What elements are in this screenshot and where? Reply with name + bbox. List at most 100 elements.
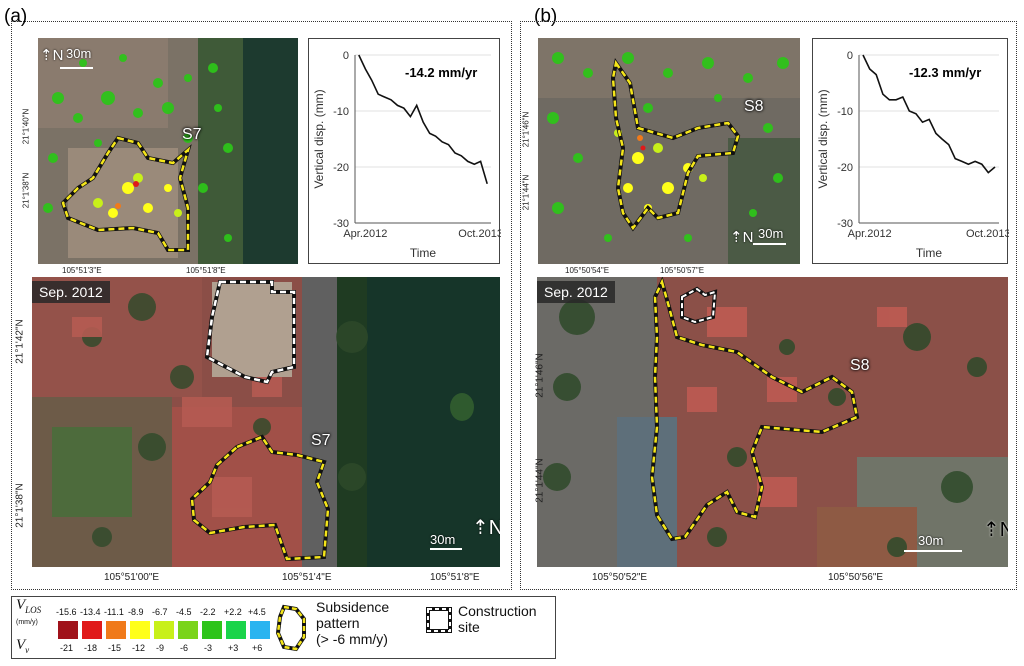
legend-vv-value: -21 [60, 643, 74, 653]
panel-b-scale: 30m [918, 533, 944, 548]
legend-los-value: +4.5 [248, 607, 266, 617]
legend-vlos-v: V [16, 597, 26, 613]
chart-title: -12.3 mm/yr [909, 65, 981, 80]
panel-b-top-lat2: 21°1'44"N [521, 174, 531, 211]
panel-b-ps-map: S8 30m ⇡N [538, 38, 800, 264]
legend-color-swatch [58, 621, 78, 639]
construction-site-icon [426, 607, 452, 633]
legend-vv-value: -9 [156, 643, 165, 653]
panel-a-lat2: 21°1'38"N [14, 483, 26, 528]
legend-color-swatch [178, 621, 198, 639]
chart-y-tick: -20 [837, 162, 853, 174]
chart-y-tick: 0 [847, 50, 853, 62]
legend-color-swatch [130, 621, 150, 639]
panel-a-north-arrow: ⇡N [472, 517, 500, 539]
legend-color-swatch [250, 621, 270, 639]
legend: VLOS (mm/y) Vv -15.6 -21 -13.4 -18 -11.1 -15-… [11, 596, 556, 659]
legend-vlos-sub: LOS [25, 605, 42, 615]
panel-b-frame [520, 21, 1017, 590]
legend-los-value: +2.2 [224, 607, 242, 617]
panel-a-frame [11, 21, 512, 590]
panel-a-top-lon2: 105°51'8"E [186, 266, 226, 275]
panel-a-chart: 0 -10 -20 -30 Apr.2012 Oct.2013 -14.2 mm/yr Tim… [308, 38, 503, 264]
legend-unit: (mm/y) [16, 619, 38, 626]
legend-vv-v: V [16, 637, 26, 653]
legend-subsidence-line1: Subsidence [316, 599, 390, 615]
legend-los-value: -15.6 [56, 607, 77, 617]
panel-b-satellite-map: Sep. 2012 S8 30m ⇡N [537, 277, 1008, 567]
legend-color-swatch [226, 621, 246, 639]
panel-a-top-site-label: S7 [182, 126, 202, 143]
panel-b-lon2: 105°50'56"E [828, 572, 884, 583]
chart-y-tick: -10 [333, 106, 349, 118]
panel-b-top-lon2: 105°50'57"E [660, 266, 705, 275]
legend-los-value: -13.4 [80, 607, 101, 617]
panel-a-top-scale: 30m [66, 46, 92, 61]
chart-x-tick: Oct.2013 [966, 228, 1009, 240]
legend-los-value: -11.1 [104, 607, 124, 617]
chart-x-tick: Oct.2013 [458, 228, 501, 240]
legend-subsidence-label: Subsidence pattern (> -6 mm/y) [316, 599, 389, 647]
panel-b-lat2: 21°1'44"N [534, 458, 546, 503]
legend-subsidence-line2: pattern [316, 615, 360, 631]
legend-vlos-symbol: VLOS [16, 597, 41, 615]
panel-a-top-lon1: 105°51'3"E [62, 266, 102, 275]
subsidence-pattern-icon [275, 604, 306, 652]
panel-b-top-site-label: S8 [744, 98, 764, 115]
legend-vv-symbol: Vv [16, 637, 29, 655]
panel-a-lon3: 105°51'8"E [430, 572, 480, 583]
legend-vv-value: -3 [204, 643, 213, 653]
panel-a-satellite-map: Sep. 2012 S7 30m ⇡N [32, 277, 500, 567]
panel-a-ps-map: 30m ⇡N S7 [38, 38, 298, 264]
legend-construction-label: Construction site [458, 603, 537, 635]
panel-a-lon1: 105°51'00"E [104, 572, 160, 583]
panel-b-site-label: S8 [850, 357, 870, 374]
chart-y-tick: -30 [333, 218, 349, 230]
legend-color-swatch [154, 621, 174, 639]
legend-los-value: -2.2 [200, 607, 216, 617]
legend-vv-value: -12 [132, 643, 146, 653]
legend-vv-value: -15 [108, 643, 122, 653]
legend-los-value: -6.7 [152, 607, 168, 617]
legend-subsidence-line3: (> -6 mm/y) [316, 631, 388, 647]
chart-series-line [862, 54, 996, 174]
chart-x-tick: Apr.2012 [848, 228, 892, 240]
legend-color-swatch [106, 621, 126, 639]
legend-color-swatch [82, 621, 102, 639]
chart-xlabel: Time [916, 246, 943, 260]
chart-series-line [358, 54, 488, 185]
panel-a-top-lat2: 21°1'38"N [21, 172, 31, 209]
panel-b-top-lat1: 21°1'46"N [521, 111, 531, 148]
legend-vv-value: -18 [84, 643, 98, 653]
chart-y-tick: 0 [343, 50, 349, 62]
chart-title: -14.2 mm/yr [405, 65, 477, 80]
panel-b-chart: 0 -10 -20 -30 Apr.2012 Oct.2013 -12.3 mm/yr Tim… [812, 38, 1011, 264]
legend-vv-value: -6 [180, 643, 189, 653]
panel-b-north-arrow: ⇡N [983, 519, 1008, 541]
legend-vv-sub: v [25, 645, 30, 655]
panel-a-scale: 30m [430, 532, 456, 547]
panel-a-lat1: 21°1'42"N [14, 319, 26, 364]
legend-los-value: -8.9 [128, 607, 144, 617]
chart-xlabel: Time [410, 246, 437, 260]
panel-a-date-badge: Sep. 2012 [32, 281, 110, 303]
panel-b-top-scale: 30m [758, 226, 784, 241]
panel-b-top-lon1: 105°50'54"E [565, 266, 610, 275]
legend-los-value: -4.5 [176, 607, 192, 617]
legend-vv-value: +3 [228, 643, 239, 653]
legend-vv-value: +6 [252, 643, 263, 653]
legend-color-swatch [202, 621, 222, 639]
legend-construction-line1: Construction [458, 603, 537, 619]
chart-y-tick: -20 [333, 162, 349, 174]
chart-ylabel: Vertical disp. (mm) [312, 89, 326, 188]
panel-a-top-lat1: 21°1'40"N [21, 108, 31, 145]
chart-ylabel: Vertical disp. (mm) [816, 89, 830, 188]
panel-a-lon2: 105°51'4"E [282, 572, 332, 583]
panel-a-top-north-arrow: ⇡N [40, 47, 64, 64]
subsidence-outline-s7-top [60, 135, 192, 252]
panel-a-site-label: S7 [311, 432, 331, 449]
legend-construction-line2: site [458, 619, 480, 635]
chart-y-tick: -30 [837, 218, 853, 230]
